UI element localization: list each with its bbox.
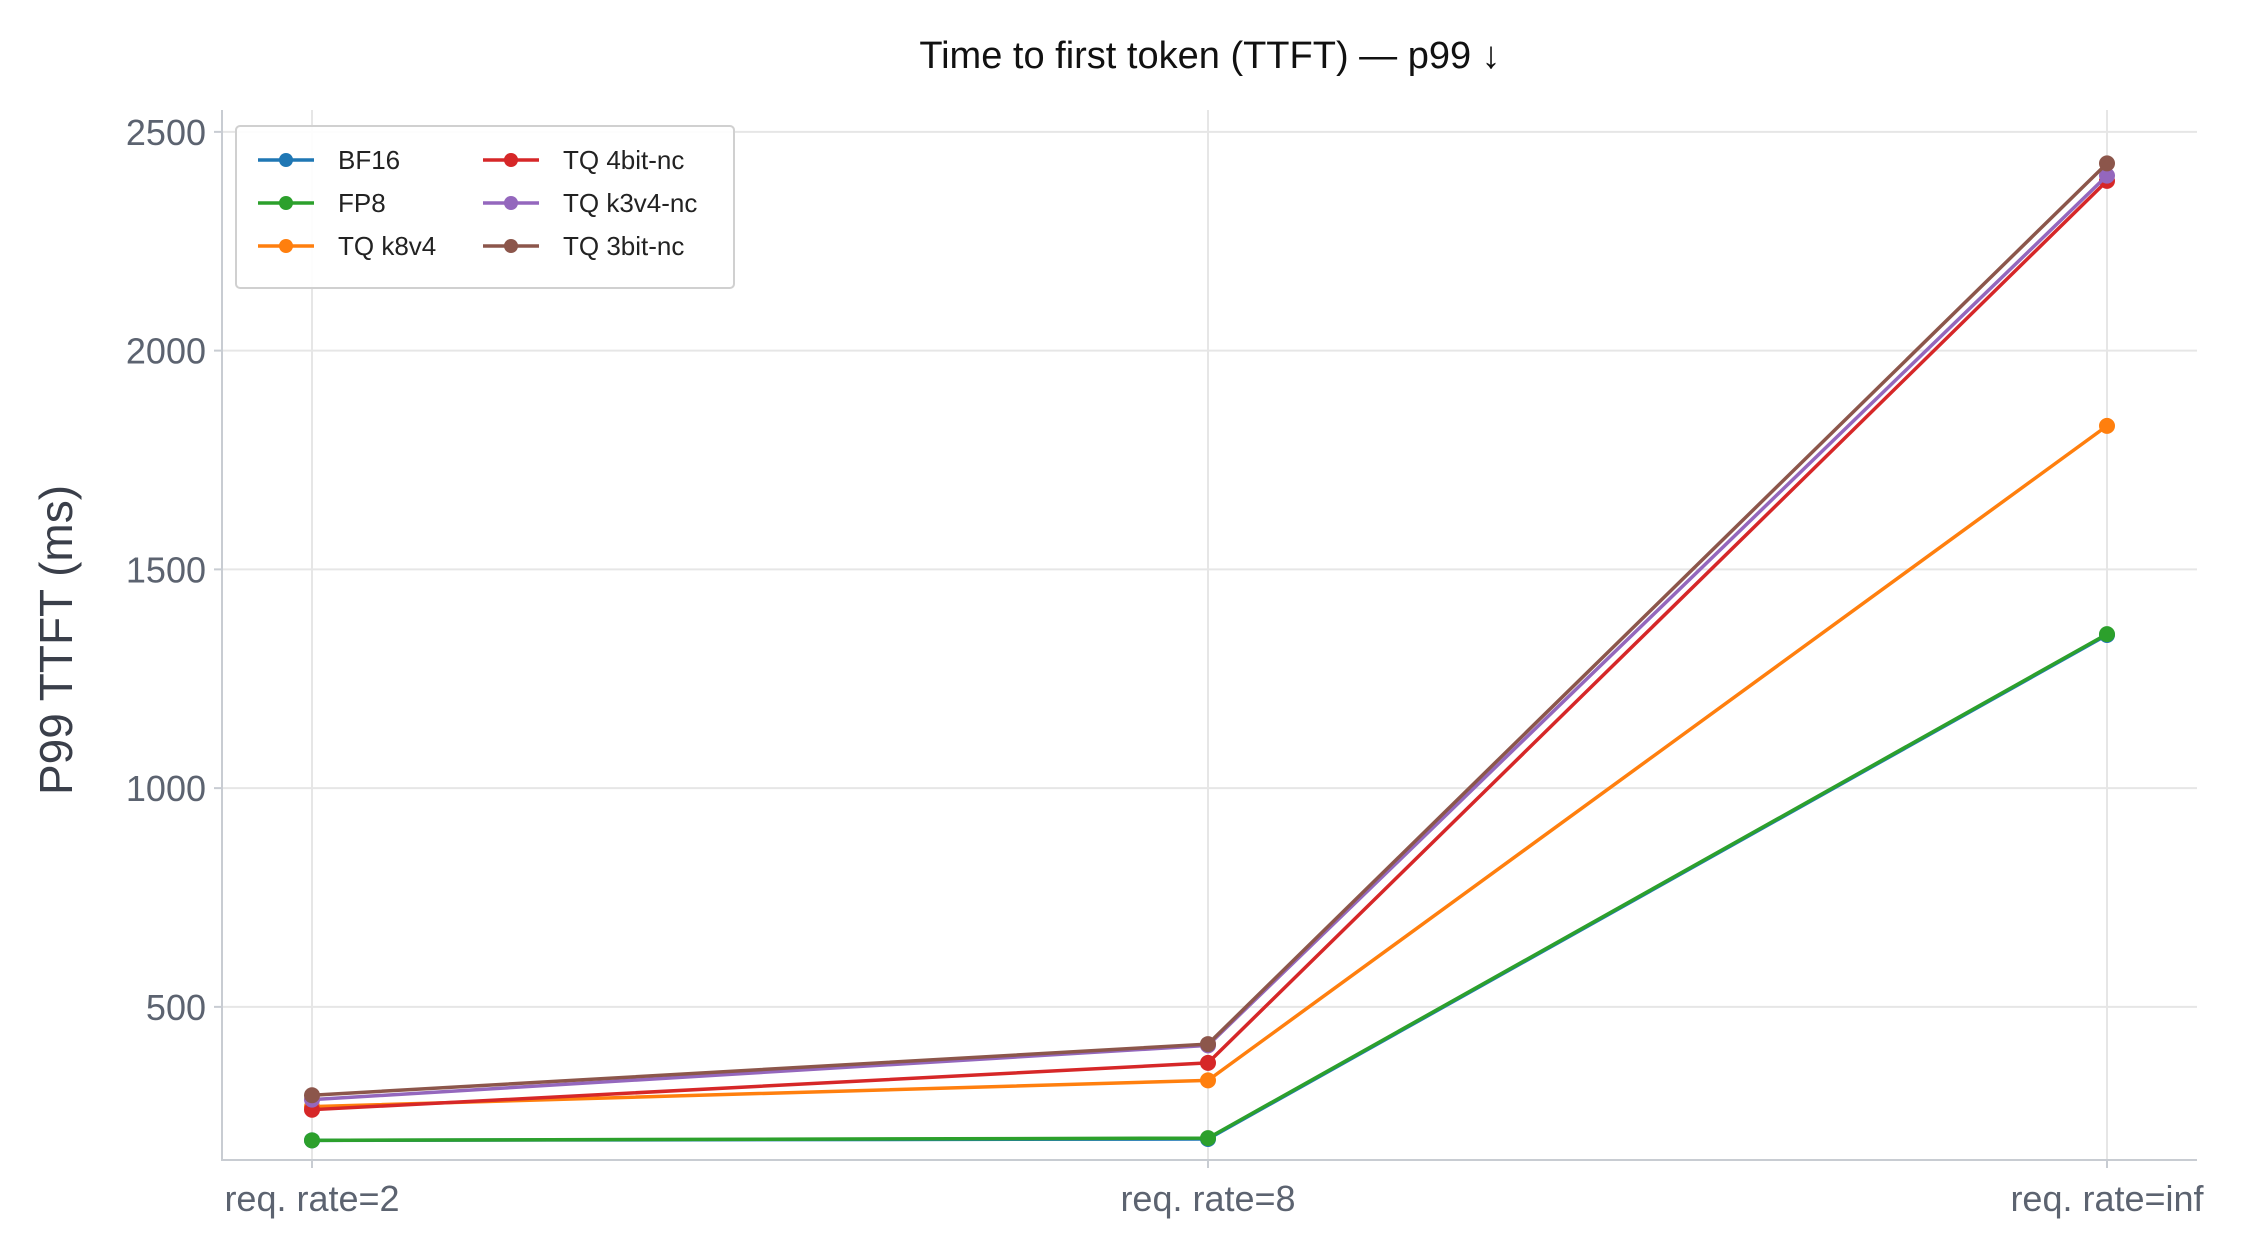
series-fp8	[304, 626, 2115, 1149]
chart-title: Time to first token (TTFT) — p99 ↓	[919, 35, 1500, 77]
y-tick-label: 1500	[126, 549, 206, 590]
legend-item-bf16: BF16	[258, 145, 400, 175]
y-tick-label: 2000	[126, 331, 206, 372]
legend-box	[235, 125, 735, 289]
legend: BF16 FP8 TQ k8v4 TQ 4bit-nc TQ k3v4-nc TQ 3bi…	[235, 125, 735, 289]
data-point-tq-k3v4-nc	[2099, 167, 2115, 184]
series-line-tq-3bit-nc	[310, 161, 2109, 1097]
y-axis-label: P99 TTFT (ms)	[30, 485, 82, 795]
series-line-tq-4bit-nc	[310, 179, 2109, 1112]
series-line-tq-k8v4	[310, 424, 2109, 1109]
legend-item-tq-4bit-nc: TQ 4bit-nc	[483, 145, 684, 175]
legend-item-tq-k3v4-nc: TQ k3v4-nc	[483, 188, 697, 218]
legend-swatch-marker	[279, 239, 293, 253]
legend-item-tq-3bit-nc: TQ 3bit-nc	[483, 231, 684, 261]
x-tick-label: req. rate=8	[1120, 1178, 1295, 1219]
legend-label: BF16	[338, 145, 400, 175]
axis-spines	[221, 110, 2197, 1161]
data-point-tq-3bit-nc	[1200, 1036, 1216, 1053]
legend-label: TQ 3bit-nc	[563, 231, 684, 261]
legend-swatch-marker	[279, 196, 293, 210]
legend-swatch-marker	[504, 239, 518, 253]
legend-swatch-marker	[504, 196, 518, 210]
y-tick-label: 2500	[126, 112, 206, 153]
axes-layer: 500 1000 1500 2000 2500 req. rate=2 req. rate=…	[126, 110, 2205, 1219]
data-point-tq-4bit-nc	[1200, 1054, 1216, 1071]
series-tq-k8v4	[304, 417, 2115, 1115]
data-point-fp8	[1200, 1130, 1216, 1147]
legend-item-tq-k8v4: TQ k8v4	[258, 231, 436, 261]
data-point-fp8	[2099, 626, 2115, 643]
series-layer	[304, 155, 2115, 1149]
legend-label: TQ 4bit-nc	[563, 145, 684, 175]
data-point-fp8	[304, 1132, 320, 1149]
legend-swatch-marker	[504, 153, 518, 167]
y-tick-label: 500	[146, 987, 206, 1028]
series-tq-4bit-nc	[304, 172, 2115, 1118]
x-tick-label: req. rate=inf	[2010, 1178, 2204, 1219]
series-tq-3bit-nc	[304, 155, 2115, 1104]
series-line-tq-k3v4-nc	[310, 173, 2109, 1102]
data-point-tq-3bit-nc	[2099, 155, 2115, 172]
legend-item-fp8: FP8	[258, 188, 386, 218]
y-tick-label: 1000	[126, 768, 206, 809]
data-point-tq-3bit-nc	[304, 1087, 320, 1104]
legend-label: TQ k3v4-nc	[563, 188, 697, 218]
data-point-tq-k8v4	[2099, 417, 2115, 434]
legend-label: FP8	[338, 188, 386, 218]
legend-label: TQ k8v4	[338, 231, 436, 261]
x-tick-label: req. rate=2	[224, 1178, 399, 1219]
legend-swatch-marker	[279, 153, 293, 167]
series-tq-k3v4-nc	[304, 167, 2115, 1108]
data-point-tq-k8v4	[1200, 1072, 1216, 1089]
